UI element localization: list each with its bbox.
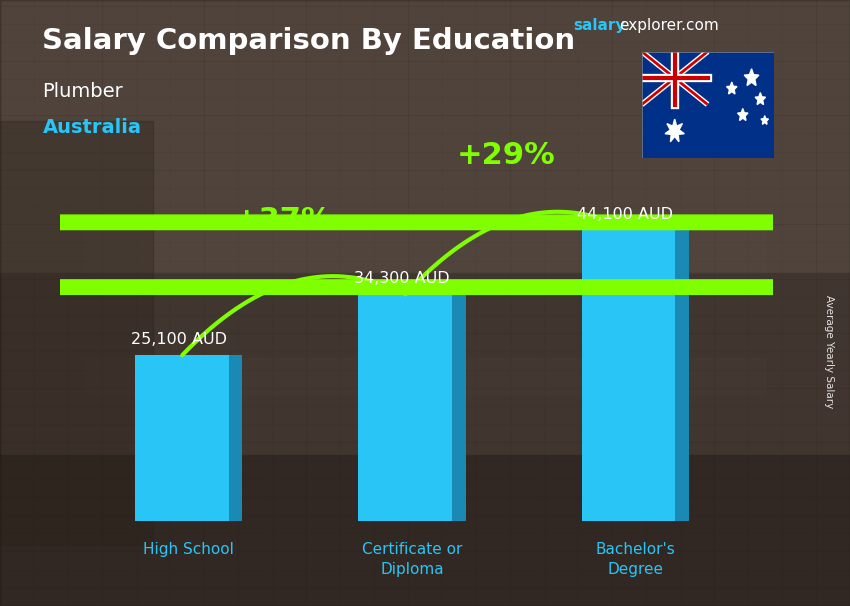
Bar	[0, 121, 153, 545]
Bar	[581, 230, 675, 521]
Text: Salary Comparison By Education: Salary Comparison By Education	[42, 27, 575, 55]
Bar	[0, 454, 850, 606]
Polygon shape	[745, 68, 759, 85]
Bar	[0, 273, 850, 454]
Polygon shape	[727, 82, 737, 94]
Text: Average Yearly Salary: Average Yearly Salary	[824, 295, 834, 408]
Bar	[0, 0, 850, 273]
Polygon shape	[0, 215, 850, 230]
Polygon shape	[675, 230, 688, 521]
Text: Bachelor's
Degree: Bachelor's Degree	[595, 542, 675, 577]
Text: 34,300 AUD: 34,300 AUD	[354, 271, 450, 287]
Polygon shape	[0, 280, 850, 295]
Text: Certificate or
Diploma: Certificate or Diploma	[362, 542, 462, 577]
Bar	[135, 355, 229, 521]
Text: 44,100 AUD: 44,100 AUD	[577, 207, 673, 222]
Bar	[359, 295, 452, 521]
Text: Australia: Australia	[42, 118, 141, 137]
Polygon shape	[665, 119, 684, 142]
Polygon shape	[229, 355, 242, 521]
Bar	[85, 358, 765, 394]
Polygon shape	[452, 295, 466, 521]
Text: salary: salary	[574, 18, 626, 33]
Text: +29%: +29%	[456, 141, 555, 170]
Polygon shape	[761, 116, 768, 124]
Text: 25,100 AUD: 25,100 AUD	[131, 332, 227, 347]
Text: +37%: +37%	[234, 206, 332, 235]
Text: explorer.com: explorer.com	[619, 18, 718, 33]
Polygon shape	[738, 108, 748, 121]
Polygon shape	[755, 93, 766, 105]
Text: Plumber: Plumber	[42, 82, 123, 101]
Text: High School: High School	[144, 542, 235, 558]
Bar	[85, 224, 765, 273]
